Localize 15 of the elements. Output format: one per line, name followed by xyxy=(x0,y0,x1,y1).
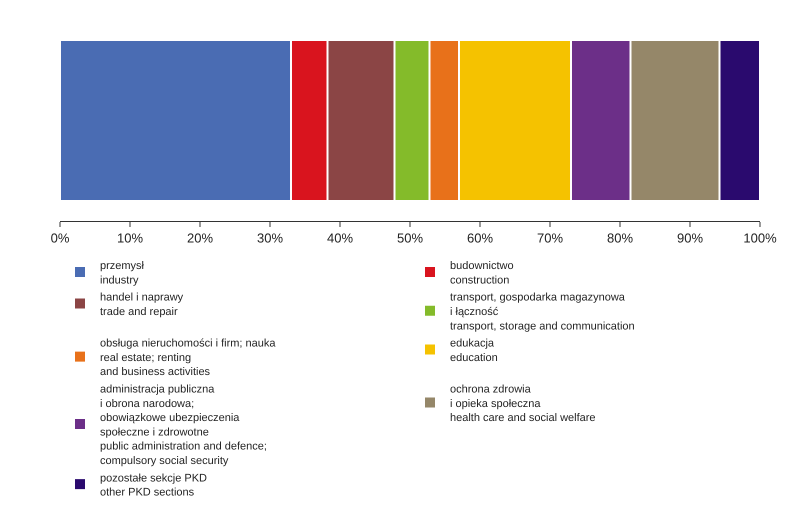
x-tick-label: 50% xyxy=(396,230,424,246)
legend-label: edukacja education xyxy=(450,338,498,364)
legend-label: handel i naprawy trade and repair xyxy=(100,292,184,318)
x-tick-label: 0% xyxy=(50,230,70,246)
x-tick-label: 30% xyxy=(256,230,284,246)
legend-label: pozostałe sekcje PKD other PKD sections xyxy=(100,472,208,499)
x-tick-label: 80% xyxy=(606,230,634,246)
x-tick-label: 100% xyxy=(743,230,778,246)
x-tick-label: 90% xyxy=(676,230,704,246)
x-tick-label: 20% xyxy=(186,230,214,246)
x-tick-label: 40% xyxy=(326,230,354,246)
x-tick-label: 10% xyxy=(116,230,144,246)
legend-label: ochrona zdrowia i opieka społeczna health care and social welfare xyxy=(450,383,596,424)
x-tick-label: 70% xyxy=(536,230,564,246)
x-tick-label: 60% xyxy=(466,230,494,246)
